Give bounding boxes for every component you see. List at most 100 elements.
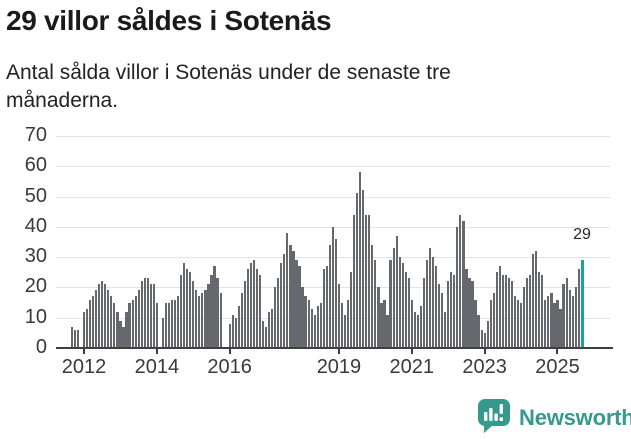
bar xyxy=(219,293,222,348)
bar xyxy=(283,254,286,348)
bar xyxy=(459,214,462,348)
bar xyxy=(401,263,404,348)
bar xyxy=(489,299,492,348)
gridline xyxy=(56,135,610,137)
bar xyxy=(228,323,231,348)
bar xyxy=(195,290,198,348)
bar xyxy=(149,284,152,348)
y-axis-label: 50 xyxy=(24,184,47,207)
x-axis-label: 2023 xyxy=(462,356,507,378)
bar xyxy=(128,302,131,348)
bar xyxy=(70,326,73,348)
bar xyxy=(164,302,168,348)
bar xyxy=(568,290,571,348)
bar xyxy=(110,296,113,348)
bar xyxy=(331,226,334,348)
bar xyxy=(356,193,359,348)
bar xyxy=(301,287,304,348)
x-axis-tick xyxy=(337,349,340,354)
x-axis-tick xyxy=(83,349,85,354)
bar xyxy=(529,275,532,348)
bar xyxy=(519,302,523,348)
bar xyxy=(444,311,447,348)
bar xyxy=(422,278,426,348)
bar xyxy=(286,232,289,348)
y-axis-label: 70 xyxy=(24,123,47,146)
bar xyxy=(237,305,240,348)
bar xyxy=(532,254,535,348)
bar xyxy=(544,299,547,348)
bar xyxy=(137,290,140,348)
bar xyxy=(523,287,526,348)
y-axis-label: 10 xyxy=(24,305,47,328)
bar xyxy=(492,293,495,348)
bar xyxy=(104,284,107,348)
bar xyxy=(450,272,453,348)
bar xyxy=(198,296,201,348)
bar xyxy=(322,269,325,348)
bar xyxy=(173,299,177,348)
gridline xyxy=(56,166,610,168)
bar xyxy=(340,302,344,348)
bar xyxy=(541,275,544,348)
chart-subtitle: Antal sålda villor i Sotenäs under de se… xyxy=(6,59,626,115)
bar xyxy=(143,278,146,348)
bar xyxy=(553,302,556,348)
x-axis-label: 2016 xyxy=(207,356,252,378)
bar xyxy=(280,263,283,348)
bar xyxy=(246,269,250,348)
bar xyxy=(562,284,565,348)
bar xyxy=(407,278,410,348)
bar xyxy=(462,220,465,348)
bar xyxy=(213,266,216,348)
bar xyxy=(513,296,517,348)
bar xyxy=(310,308,313,348)
bar xyxy=(177,296,180,348)
bar xyxy=(216,278,219,348)
bar xyxy=(398,257,401,348)
bar xyxy=(316,305,319,348)
bar xyxy=(180,275,183,348)
bar xyxy=(425,260,429,348)
bar xyxy=(189,272,192,348)
bar xyxy=(116,311,119,348)
bar xyxy=(486,320,489,348)
y-axis-label: 60 xyxy=(24,154,47,177)
bar xyxy=(82,311,86,348)
y-axis-label: 20 xyxy=(24,275,47,298)
bar xyxy=(571,296,574,348)
bar xyxy=(231,314,234,348)
bar xyxy=(92,296,95,348)
bar xyxy=(201,293,204,348)
bar xyxy=(125,311,128,348)
bar xyxy=(258,275,262,348)
page-title: 29 villor såldes i Sotenäs xyxy=(6,5,332,36)
bar xyxy=(510,281,514,348)
bar xyxy=(413,311,416,348)
bar xyxy=(577,269,580,348)
bar xyxy=(438,284,441,348)
bar xyxy=(498,266,501,348)
bar xyxy=(240,293,243,348)
x-axis-label: 2012 xyxy=(61,356,107,378)
bar xyxy=(359,172,362,348)
bar xyxy=(480,329,483,348)
newsworthy-logo[interactable]: Newsworthy xyxy=(477,398,631,439)
highlight-value-label: 29 xyxy=(573,226,591,243)
bar xyxy=(304,296,307,348)
subtitle-line-1: Antal sålda villor i Sotenäs under de se… xyxy=(6,61,451,84)
bar xyxy=(252,260,256,348)
bar xyxy=(574,287,577,348)
bar xyxy=(362,190,365,348)
bar xyxy=(255,269,259,348)
bar xyxy=(365,214,368,348)
bar xyxy=(404,272,407,348)
bar xyxy=(410,299,413,348)
bar xyxy=(389,260,392,348)
newsworthy-logo-icon xyxy=(477,398,511,439)
y-axis-label: 0 xyxy=(35,336,47,358)
bar xyxy=(483,332,486,348)
bar xyxy=(204,290,207,348)
bar xyxy=(292,251,295,348)
bar xyxy=(325,266,328,348)
